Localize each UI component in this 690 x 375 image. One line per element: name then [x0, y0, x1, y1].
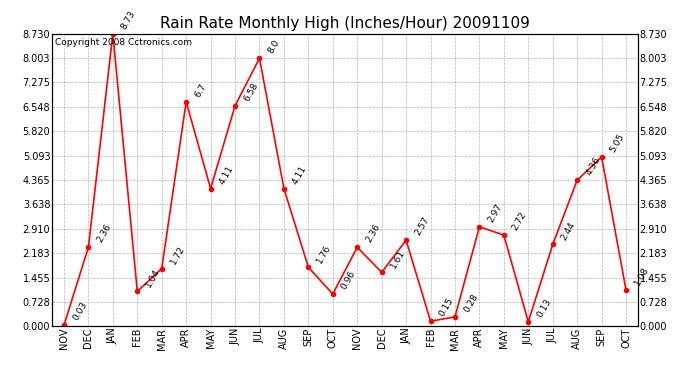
Text: 0.15: 0.15 [437, 297, 455, 318]
Text: 2.72: 2.72 [511, 211, 529, 232]
Text: 2.97: 2.97 [486, 202, 504, 224]
Text: 4.36: 4.36 [584, 156, 602, 177]
Text: 1.61: 1.61 [388, 248, 406, 270]
Text: 4.11: 4.11 [217, 164, 235, 186]
Text: 4.11: 4.11 [291, 164, 308, 186]
Text: 1.76: 1.76 [315, 243, 333, 264]
Text: 2.57: 2.57 [413, 216, 431, 237]
Text: 2.36: 2.36 [95, 223, 113, 245]
Text: 2.44: 2.44 [560, 220, 578, 242]
Text: Copyright 2008 Cctronics.com: Copyright 2008 Cctronics.com [55, 38, 192, 47]
Text: 5.05: 5.05 [609, 132, 627, 154]
Text: 6.58: 6.58 [242, 81, 260, 103]
Text: 1.04: 1.04 [144, 267, 162, 289]
Text: 1.72: 1.72 [168, 244, 186, 266]
Text: 8.0: 8.0 [266, 39, 282, 56]
Text: 0.03: 0.03 [71, 300, 89, 322]
Text: 0.13: 0.13 [535, 297, 553, 319]
Text: 1.08: 1.08 [633, 266, 651, 287]
Text: 0.96: 0.96 [339, 269, 357, 291]
Text: 8.73: 8.73 [120, 9, 137, 31]
Text: 2.36: 2.36 [364, 223, 382, 245]
Title: Rain Rate Monthly High (Inches/Hour) 20091109: Rain Rate Monthly High (Inches/Hour) 200… [160, 16, 530, 31]
Text: 6.7: 6.7 [193, 82, 208, 99]
Text: 0.28: 0.28 [462, 292, 480, 314]
